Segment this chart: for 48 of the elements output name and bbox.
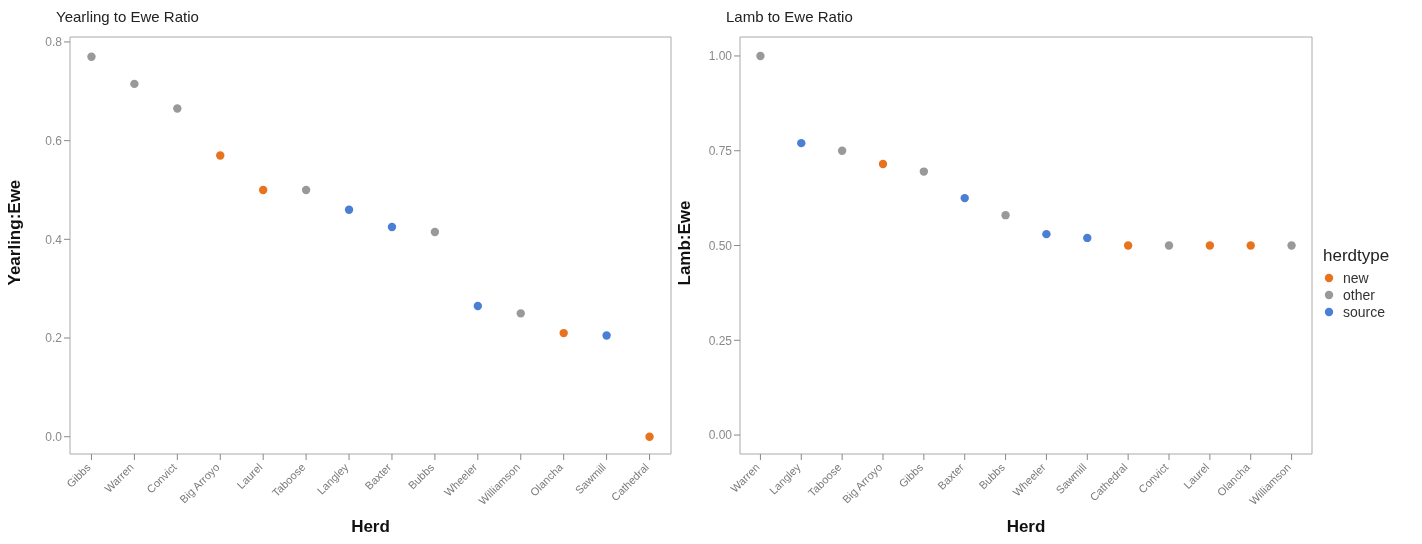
point — [919, 167, 929, 176]
point — [130, 79, 139, 89]
point — [960, 193, 969, 203]
point — [258, 185, 268, 195]
point — [645, 432, 654, 441]
point — [1001, 210, 1010, 220]
point — [837, 146, 847, 155]
point — [87, 52, 96, 61]
x-axis-title: Herd — [351, 517, 390, 536]
point — [473, 301, 483, 311]
point — [216, 151, 225, 160]
point — [387, 222, 397, 232]
chart-title: Lamb to Ewe Ratio — [726, 8, 854, 27]
y-tick-label: 0.50 — [708, 238, 733, 253]
chart-title: Yearling to Ewe Ratio — [56, 8, 200, 27]
point — [1042, 229, 1051, 239]
y-tick-label: 0.8 — [45, 35, 63, 50]
point — [1083, 233, 1092, 243]
point — [756, 51, 765, 61]
y-tick-label: 0.4 — [45, 232, 63, 247]
legend-title: herdtype — [1323, 245, 1391, 266]
y-tick-label: 0.0 — [45, 429, 63, 444]
y-tick-label: 0.75 — [708, 143, 733, 158]
y-tick-label: 0.25 — [708, 333, 733, 348]
y-axis-title: Yearling:Ewe — [5, 179, 25, 286]
point — [1246, 241, 1255, 250]
point — [797, 138, 806, 148]
legend-label: other — [1343, 286, 1375, 304]
point — [1164, 241, 1174, 250]
point — [301, 185, 311, 195]
point — [1205, 241, 1215, 250]
point — [1287, 241, 1296, 250]
y-tick-label: 0.00 — [708, 428, 733, 443]
y-tick-label: 0.2 — [45, 331, 63, 346]
legend-label: new — [1343, 269, 1369, 287]
legend-label: source — [1343, 303, 1386, 321]
x-axis-title: Herd — [1006, 517, 1046, 536]
point — [516, 309, 525, 318]
point — [602, 331, 611, 340]
y-tick-label: 1.00 — [708, 49, 733, 64]
point — [344, 205, 354, 214]
y-axis-title: Lamb:Ewe — [675, 200, 695, 286]
point — [173, 104, 182, 113]
point — [1123, 241, 1133, 250]
point — [559, 328, 568, 338]
point — [878, 159, 888, 169]
y-tick-label: 0.6 — [45, 133, 63, 148]
point — [430, 227, 440, 237]
